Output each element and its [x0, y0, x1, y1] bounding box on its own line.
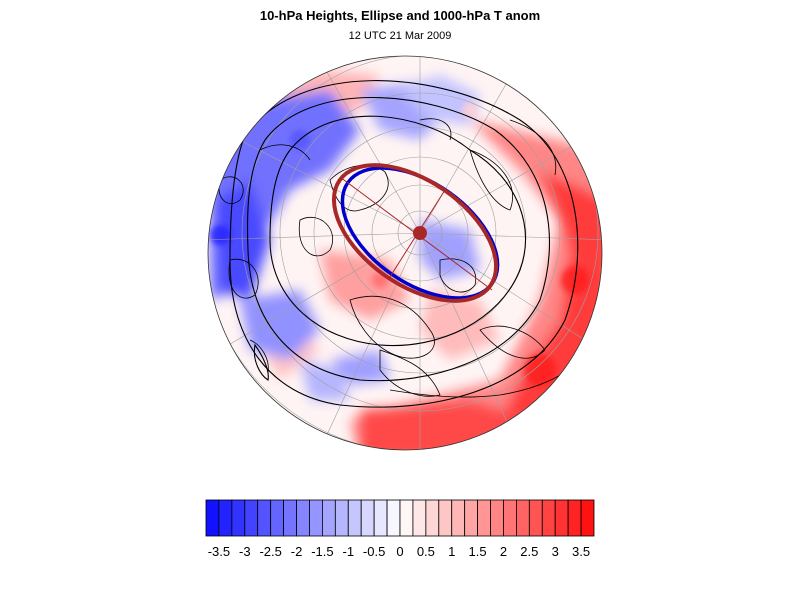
- colorbar-box: [321, 499, 336, 537]
- vortex-centroid: [413, 226, 427, 240]
- colorbar-tick-label: 2: [500, 544, 507, 559]
- colorbar-box: [231, 499, 246, 537]
- colorbar-box: [580, 499, 595, 537]
- colorbar-tick-label: 0: [396, 544, 403, 559]
- colorbar-tick-label: -3.5: [208, 544, 230, 559]
- colorbar-tick-label: 1.5: [469, 544, 487, 559]
- colorbar-box: [528, 499, 543, 537]
- colorbar-box: [503, 499, 517, 537]
- colorbar-box: [296, 499, 310, 537]
- colorbar-boxes: [205, 499, 595, 537]
- colorbar-box: [399, 499, 414, 537]
- colorbar-box: [283, 499, 297, 537]
- colorbar-box: [516, 499, 530, 537]
- page-subtitle: 12 UTC 21 Mar 2009: [348, 30, 452, 42]
- colorbar-box: [412, 499, 427, 537]
- colorbar-box: [309, 499, 323, 537]
- colorbar-box: [386, 499, 401, 537]
- colorbar-box: [373, 499, 388, 537]
- colorbar-box: [425, 499, 440, 537]
- colorbar-tick-label: 2.5: [520, 544, 538, 559]
- colorbar-box: [334, 499, 349, 537]
- colorbar-tick-label: -1.5: [311, 544, 333, 559]
- colorbar-tick-label: 0.5: [417, 544, 435, 559]
- colorbar-box: [244, 499, 259, 537]
- colorbar-box: [360, 499, 375, 537]
- colorbar-box: [205, 499, 220, 537]
- colorbar-labels: -3.5 -3 -2.5 -2 -1.5 -1 -0.5 0 0.5 1 1.5 2 2.5 3 3.5: [208, 544, 590, 559]
- colorbar-tick-label: 3: [552, 544, 559, 559]
- colorbar-box: [567, 499, 582, 537]
- colorbar-box: [554, 499, 569, 537]
- colorbar-box: [438, 499, 453, 537]
- colorbar-tick-label: -1: [342, 544, 354, 559]
- colorbar-box: [477, 499, 491, 537]
- colorbar-tick-label: -0.5: [363, 544, 385, 559]
- colorbar-tick-label: -2.5: [259, 544, 281, 559]
- colorbar-box: [451, 499, 466, 537]
- colorbar-box: [347, 499, 362, 537]
- page-title: 10-hPa Heights, Ellipse and 1000-hPa T a…: [259, 8, 541, 23]
- colorbar-box: [464, 499, 479, 537]
- lat-lon-gridlines: [208, 56, 602, 450]
- colorbar-tick-label: 1: [448, 544, 455, 559]
- colorbar-tick-label: 3.5: [572, 544, 590, 559]
- colorbar-box: [270, 499, 285, 537]
- colorbar-box: [257, 499, 272, 537]
- colorbar-box: [218, 499, 233, 537]
- colorbar-tick-label: -3: [239, 544, 251, 559]
- colorbar-box: [541, 499, 556, 537]
- colorbar-box: [490, 499, 504, 537]
- coastlines: [218, 118, 581, 398]
- globe-outline: [207, 55, 603, 451]
- colorbar-tick-label: -2: [291, 544, 303, 559]
- height-contours: [229, 80, 579, 408]
- polar-map: [207, 55, 603, 451]
